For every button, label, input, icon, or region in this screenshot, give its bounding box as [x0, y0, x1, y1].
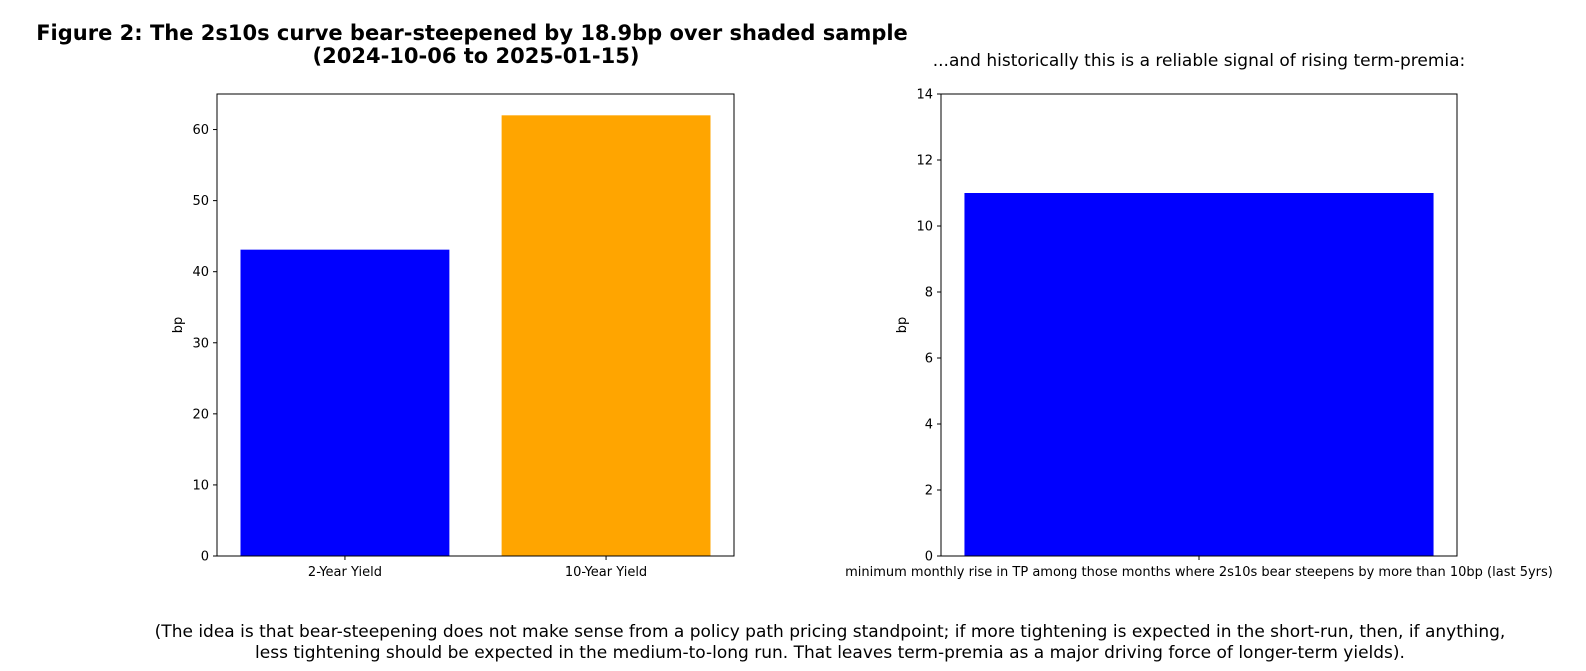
right-x-tick-label: minimum monthly rise in TP among those m… — [845, 565, 1553, 580]
left-y-tick-label: 30 — [192, 336, 209, 351]
left-y-tick-label: 60 — [192, 123, 209, 138]
left-bars — [240, 115, 711, 557]
right-x-axis-ticks: minimum monthly rise in TP among those m… — [845, 556, 1553, 580]
left-y-axis-label: bp — [171, 317, 186, 334]
left-x-axis-ticks: 2-Year Yield 10-Year Yield — [308, 556, 647, 580]
right-axes-frame — [940, 93, 1458, 557]
right-bar-1 — [964, 193, 1434, 556]
left-y-tick-label: 0 — [201, 550, 209, 565]
right-y-tick-label: 12 — [916, 154, 933, 169]
right-y-axis-ticks: 0 2 4 6 8 10 12 14 — [916, 88, 941, 565]
left-y-tick-label: 20 — [192, 407, 209, 422]
left-y-tick-label: 50 — [192, 194, 209, 209]
left-bar-2 — [501, 115, 711, 557]
left-y-tick-label: 40 — [192, 265, 209, 280]
right-y-tick-label: 14 — [916, 88, 933, 103]
right-bars — [964, 193, 1434, 556]
figure-title-line1: Figure 2: The 2s10s curve bear-steepened… — [36, 21, 908, 45]
right-bar-chart: ...and historically this is a reliable s… — [845, 51, 1553, 580]
left-y-tick-label: 10 — [192, 478, 209, 493]
right-y-tick-label: 8 — [925, 286, 933, 301]
left-x-tick-label: 2-Year Yield — [308, 565, 382, 580]
left-bar-1 — [240, 249, 450, 557]
left-axes-frame — [216, 93, 735, 557]
right-y-tick-label: 10 — [916, 220, 933, 235]
right-y-tick-label: 4 — [925, 418, 933, 433]
right-chart-title: ...and historically this is a reliable s… — [933, 51, 1466, 71]
right-y-tick-label: 0 — [925, 550, 933, 565]
right-y-tick-label: 6 — [925, 352, 933, 367]
left-y-axis-ticks: 0 10 20 30 40 50 60 — [192, 123, 217, 565]
left-x-tick-label: 10-Year Yield — [565, 565, 647, 580]
caption-line2: less tightening should be expected in th… — [255, 643, 1405, 663]
right-y-tick-label: 2 — [925, 484, 933, 499]
caption-line1: (The idea is that bear-steepening does n… — [155, 622, 1506, 642]
figure-title-line2: (2024-10-06 to 2025-01-15) — [313, 44, 640, 68]
right-y-axis-label: bp — [895, 317, 910, 334]
